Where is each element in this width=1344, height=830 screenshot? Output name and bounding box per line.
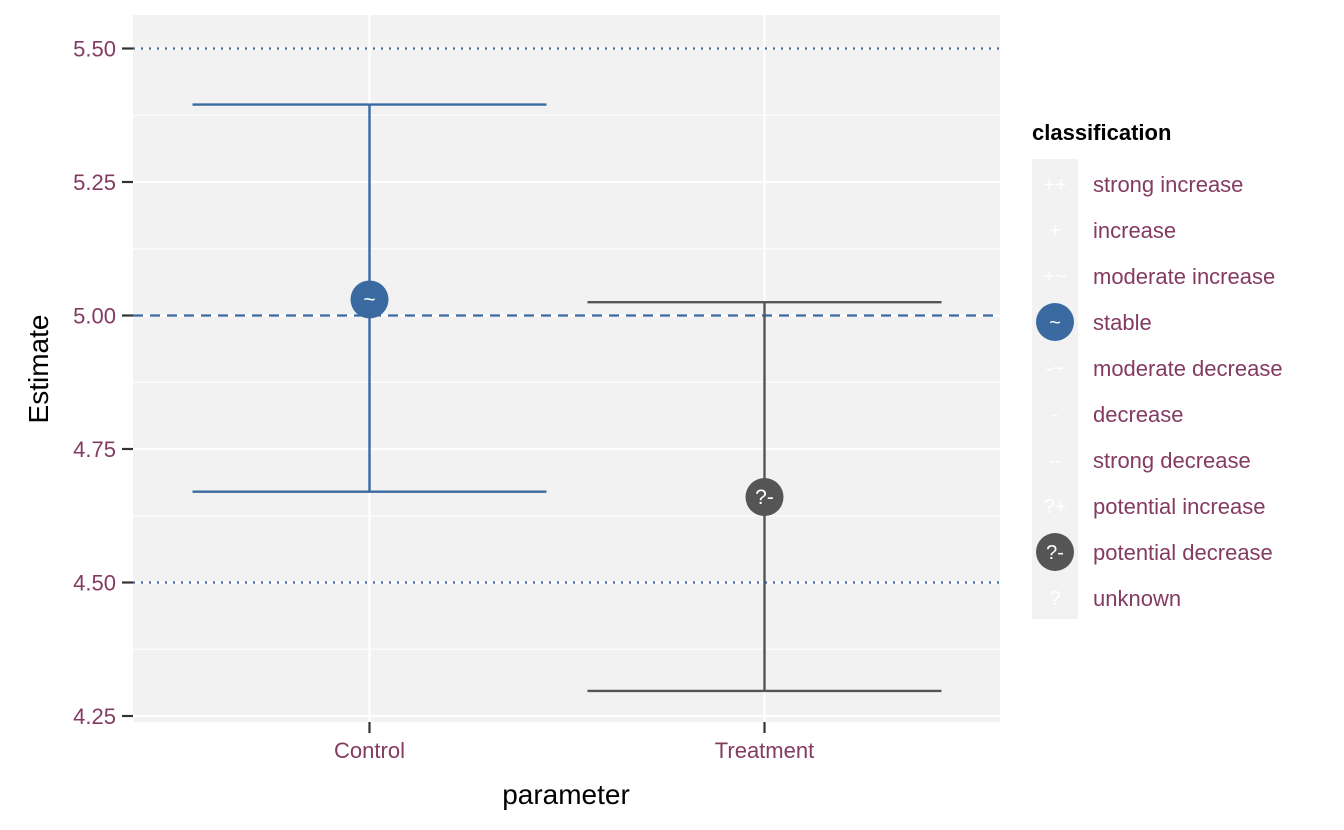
legend-label-moderate-increase: moderate increase	[1093, 264, 1275, 289]
legend-symbol-increase: +	[1049, 220, 1061, 242]
legend-key-background	[1032, 205, 1078, 251]
legend-label-decrease: decrease	[1093, 402, 1184, 427]
legend-symbol-unknown: ?	[1049, 588, 1060, 610]
legend-label-strong-decrease: strong decrease	[1093, 448, 1251, 473]
y-tick-label: 5.00	[73, 304, 116, 329]
legend-marker-stable	[1036, 303, 1074, 341]
y-tick-label: 4.25	[73, 704, 116, 729]
legend-key-background	[1032, 251, 1078, 297]
legend-label-potential-increase: potential increase	[1093, 494, 1265, 519]
y-axis-title: Estimate	[23, 315, 54, 424]
legend-key-background	[1032, 343, 1078, 389]
point-symbol-control: ~	[363, 288, 375, 311]
point-symbol-treatment: ?-	[755, 486, 774, 509]
legend-title: classification	[1032, 120, 1171, 145]
y-tick-label: 4.50	[73, 571, 116, 596]
legend-symbol-stable: ~	[1049, 312, 1061, 334]
estimate-point-treatment	[745, 478, 784, 517]
legend-symbol-potential-increase: ?+	[1044, 496, 1067, 518]
legend-label-unknown: unknown	[1093, 586, 1181, 611]
x-tick-label-control: Control	[334, 738, 405, 763]
legend-symbol-decrease: -	[1052, 404, 1059, 426]
legend-key-background	[1032, 435, 1078, 481]
legend-label-stable: stable	[1093, 310, 1152, 335]
plot-panel	[133, 15, 1000, 722]
legend-symbol-moderate-increase: +~	[1043, 266, 1066, 288]
legend-label-increase: increase	[1093, 218, 1176, 243]
legend-key-background	[1032, 481, 1078, 527]
legend-label-strong-increase: strong increase	[1093, 172, 1243, 197]
legend-marker-potential-decrease	[1036, 533, 1074, 571]
legend-key-background	[1032, 389, 1078, 435]
legend-label-moderate-decrease: moderate decrease	[1093, 356, 1283, 381]
legend-symbol-moderate-decrease: -~	[1046, 358, 1064, 380]
legend-symbol-potential-decrease: ?-	[1046, 542, 1064, 564]
legend-label-potential-decrease: potential decrease	[1093, 540, 1273, 565]
legend-symbol-strong-increase: ++	[1043, 174, 1066, 196]
estimate-point-control	[350, 280, 389, 319]
x-tick-label-treatment: Treatment	[715, 738, 814, 763]
x-axis-title: parameter	[502, 779, 630, 810]
y-tick-label: 5.25	[73, 170, 116, 195]
y-tick-label: 4.75	[73, 437, 116, 462]
legend-key-background	[1032, 573, 1078, 619]
y-tick-label: 5.50	[73, 37, 116, 62]
legend-symbol-strong-decrease: --	[1048, 450, 1061, 472]
legend-key-background	[1032, 159, 1078, 205]
